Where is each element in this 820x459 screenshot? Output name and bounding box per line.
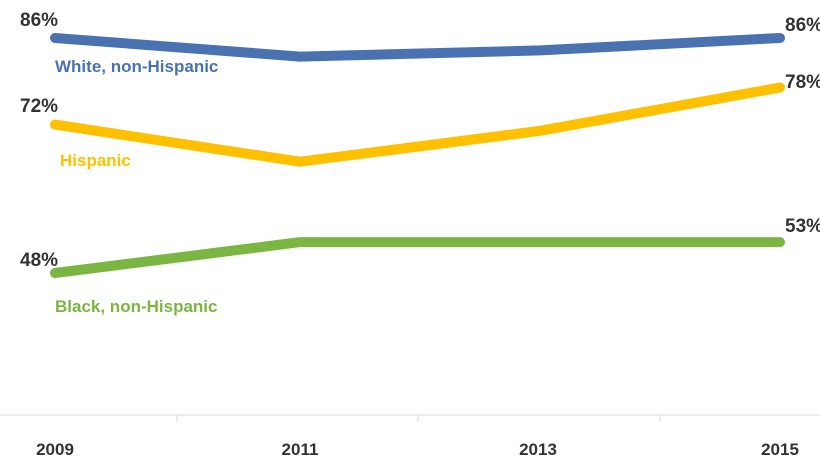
series-line-black-non-hispanic: [50, 237, 785, 278]
series-line-white-non-hispanic: [50, 33, 785, 62]
end-value-label-hispanic: 78%: [785, 72, 820, 93]
start-value-label-black-non-hispanic: 48%: [20, 250, 58, 271]
series-name-label-black-non-hispanic: Black, non-Hispanic: [55, 297, 217, 316]
start-value-label-white-non-hispanic: 86%: [20, 10, 58, 31]
x-tick-label-2015: 2015: [761, 440, 799, 459]
x-axis: [0, 414, 820, 422]
series-name-label-hispanic: Hispanic: [60, 151, 131, 170]
end-value-label-white-non-hispanic: 86%: [785, 15, 820, 36]
series-labels: 86% 86% White, non-Hispanic 72% 78% Hispanic 4…: [20, 10, 820, 316]
series-lines: [50, 33, 785, 278]
series-name-label-white-non-hispanic: White, non-Hispanic: [55, 57, 218, 76]
x-tick-label-2009: 2009: [36, 440, 74, 459]
series-line-hispanic: [50, 82, 785, 167]
x-tick-labels: 2009 2011 2013 2015: [36, 440, 799, 459]
start-value-label-hispanic: 72%: [20, 96, 58, 117]
x-tick-label-2011: 2011: [282, 440, 319, 459]
end-value-label-black-non-hispanic: 53%: [785, 216, 820, 237]
x-tick-label-2013: 2013: [519, 440, 557, 459]
